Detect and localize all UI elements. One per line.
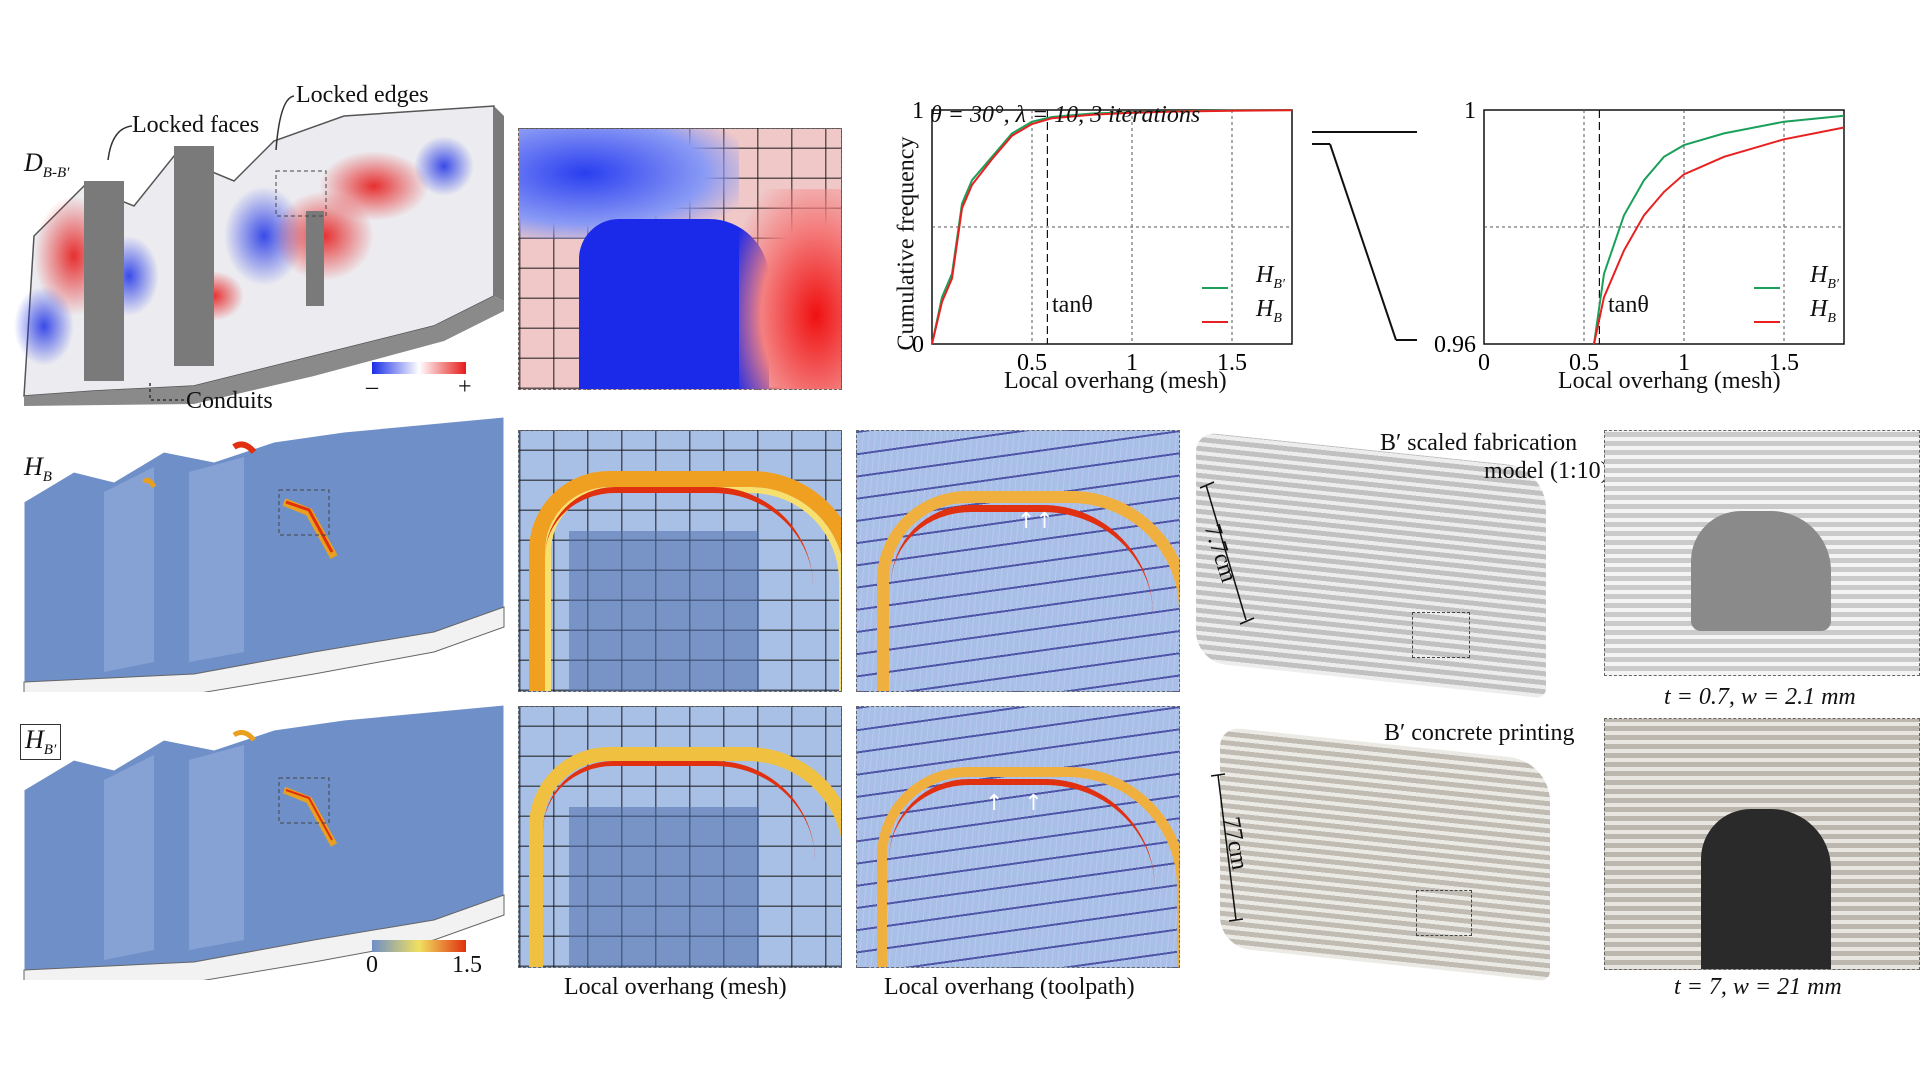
overhang-zoom-ridge — [545, 487, 813, 691]
toolpath-zoom-ridge — [889, 779, 1155, 967]
overhang-map-label-hb: HB — [24, 452, 52, 486]
x-tick-label: 0.5 — [1569, 350, 1599, 376]
callout-leader-lines — [107, 95, 295, 401]
overhang-zoom-opening — [569, 531, 759, 691]
difference-zoom-red-region — [739, 189, 841, 389]
series-line-hb — [1593, 126, 1845, 345]
x-tick-label: 1.5 — [1769, 350, 1799, 376]
y-tick-label: 0.96 — [1434, 332, 1476, 358]
y-tick-label: 1 — [912, 98, 924, 124]
caption-local-overhang-toolpath: Local overhang (toolpath) — [884, 974, 1135, 1000]
chart1-legend-hb: HB — [1256, 296, 1282, 327]
overhang-zoom-toolpath-hbprime: ↑ ↑ — [856, 706, 1180, 968]
chart1-title: θ = 30°, λ = 10, 3 iterations — [930, 102, 1201, 128]
y-tick-label: 1 — [1464, 98, 1476, 124]
overhang-legend-max: 1.5 — [452, 952, 482, 978]
overhang-map-render-hb — [23, 416, 505, 692]
overhang-map-render-hbprime — [23, 704, 505, 980]
legend-label-sub: B′ — [1827, 276, 1839, 292]
chart2-xlabel: Local overhang (mesh) — [1558, 368, 1781, 394]
toolpath-zoom-ridge — [891, 505, 1153, 691]
callout-locked-faces: Locked faces — [132, 112, 260, 139]
scaled-model-caption-line2: model (1:10) — [1484, 458, 1609, 484]
chart2-legend-hb: HB — [1810, 296, 1836, 327]
overhang-zoom-opening — [569, 807, 759, 967]
chart1-ylabel: Cumulative frequency — [893, 136, 920, 351]
x-tick-label: 0 — [1478, 350, 1490, 376]
map-label-sub: B′ — [43, 742, 57, 759]
zoom-connector-lines — [1312, 131, 1417, 341]
scaled-closeup-opening — [1691, 511, 1831, 631]
legend-label-sub: B — [1827, 310, 1836, 326]
concrete-print-photo — [1220, 726, 1550, 982]
callout-conduits: Conduits — [186, 388, 273, 414]
map-label-main: D — [24, 148, 43, 177]
legend-label-main: H — [1810, 262, 1828, 288]
toolpath-arrow-icon: ↑↑ — [1017, 509, 1054, 534]
difference-map-render — [14, 105, 504, 406]
overhang-legend-bar — [372, 940, 466, 952]
overhang-zoom-mesh-hbprime — [518, 706, 842, 968]
callout-locked-edges: Locked edges — [296, 82, 429, 109]
difference-legend-plus: + — [458, 374, 472, 400]
x-tick-label: 1 — [1126, 350, 1138, 376]
series-line-hb — [931, 109, 1293, 345]
scaled-closeup-caption: t = 0.7, w = 2.1 mm — [1664, 684, 1856, 710]
overhang-zoom-toolpath-hb: ↑↑ — [856, 430, 1180, 692]
overhang-zoom-band — [529, 471, 841, 691]
concrete-closeup-opening — [1701, 809, 1831, 969]
map-label-sub: B-B′ — [42, 165, 70, 182]
legend-label-main: H — [1256, 262, 1274, 288]
concrete-print-caption: B′ concrete printing — [1384, 720, 1575, 746]
overhang-zoom-ridge — [543, 761, 815, 967]
scaled-dimension-arrow — [1199, 481, 1255, 625]
legend-label-main: H — [1810, 296, 1828, 322]
cumulative-frequency-zoom-chart: 0 0.5 1 1.5 0.96 1 — [1434, 98, 1845, 376]
map-label-sub: B — [42, 469, 52, 486]
difference-zoom-opening — [579, 219, 769, 389]
scaled-model-detail-box — [1412, 612, 1470, 658]
toolpath-arrow-icon: ↑ ↑ — [985, 791, 1043, 816]
difference-map-label: DB-B′ — [24, 148, 69, 182]
chart1-annotation: tanθ — [1052, 292, 1093, 318]
legend-label-sub: B′ — [1273, 276, 1285, 292]
chart1-legend-hbprime: HB′ — [1256, 262, 1285, 293]
concrete-print-detail-box — [1416, 890, 1472, 936]
map-label-main: H — [24, 452, 43, 481]
difference-zoom-panel — [518, 128, 842, 390]
series-line-hb — [1593, 114, 1845, 345]
cumulative-frequency-chart: 0.5 1 1.5 0 1 — [912, 98, 1293, 376]
chart2-legend-hbprime: HB′ — [1810, 262, 1839, 293]
x-tick-label: 0.5 — [1017, 350, 1047, 376]
concrete-closeup-photo — [1604, 718, 1920, 970]
x-tick-label: 1.5 — [1217, 350, 1247, 376]
overhang-zoom-mesh-hb — [518, 430, 842, 692]
chart2-annotation: tanθ — [1608, 292, 1649, 318]
legend-label-main: H — [1256, 296, 1274, 322]
y-tick-label: 0 — [912, 332, 924, 358]
overhang-zoom-band — [529, 747, 841, 967]
chart1-xlabel: Local overhang (mesh) — [1004, 368, 1227, 394]
scaled-closeup-photo — [1604, 430, 1920, 676]
scaled-model-caption-line1: B′ scaled fabrication — [1380, 430, 1578, 456]
caption-local-overhang-mesh: Local overhang (mesh) — [564, 974, 787, 1000]
difference-legend-minus: – — [366, 374, 378, 400]
overhang-map-label-hbprime: HB′ — [20, 724, 62, 761]
x-tick-label: 1 — [1678, 350, 1690, 376]
concrete-dimension-arrow — [1210, 773, 1244, 922]
map-label-main: H — [25, 725, 44, 754]
difference-legend-bar — [372, 362, 466, 374]
concrete-closeup-caption: t = 7, w = 21 mm — [1674, 974, 1842, 1000]
toolpath-zoom-band — [877, 767, 1179, 967]
legend-label-sub: B — [1273, 310, 1282, 326]
overhang-legend-min: 0 — [366, 952, 378, 978]
